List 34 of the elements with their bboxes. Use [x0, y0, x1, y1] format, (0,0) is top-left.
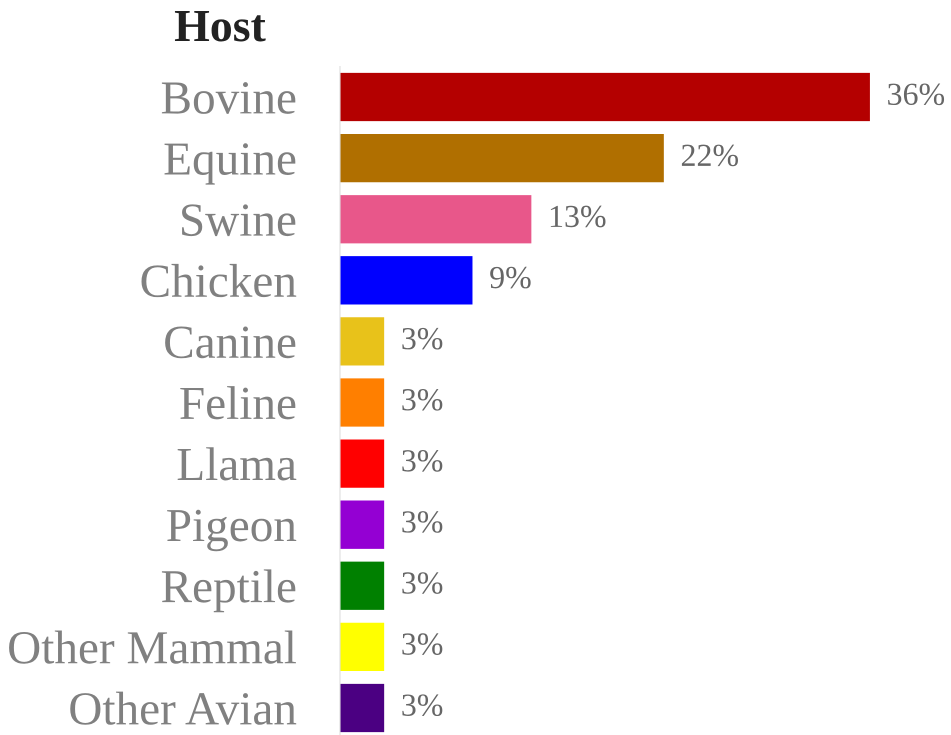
- data-label: 3%: [402, 388, 442, 411]
- bar: [340, 562, 384, 610]
- y-tick-label: Llama: [178, 447, 296, 480]
- data-label: 36%: [888, 83, 944, 106]
- data-label: 3%: [402, 572, 442, 594]
- y-tick-label: Feline: [180, 386, 296, 420]
- data-label: 3%: [402, 694, 442, 716]
- data-label: 3%: [402, 450, 442, 472]
- data-label: 3%: [402, 633, 442, 655]
- data-label: 13%: [550, 206, 606, 228]
- chart-title: Host: [174, 11, 266, 42]
- y-tick-label: Equine: [164, 143, 296, 185]
- bar: [340, 256, 472, 304]
- bar: [340, 622, 384, 671]
- bar: [340, 500, 384, 549]
- bar: [340, 378, 384, 427]
- bar: [340, 317, 384, 366]
- bar: [340, 134, 664, 182]
- y-tick-label: Swine: [182, 204, 296, 236]
- y-tick-label: Bovine: [162, 82, 296, 114]
- y-tick-label: Reptile: [162, 569, 296, 612]
- y-tick-label: Other Mammal: [9, 630, 296, 664]
- data-label: 3%: [402, 328, 442, 350]
- bar: [340, 195, 532, 244]
- data-label: 9%: [490, 266, 531, 288]
- y-tick-label: Canine: [165, 326, 296, 358]
- bar: [340, 72, 870, 122]
- y-tick-label: Chicken: [142, 264, 296, 298]
- bar: [340, 684, 384, 732]
- bar: [340, 439, 384, 488]
- y-tick-label: Other Avian: [70, 692, 296, 725]
- data-label: 3%: [402, 511, 442, 533]
- data-label: 22%: [682, 144, 738, 166]
- y-tick-label: Pigeon: [167, 510, 296, 552]
